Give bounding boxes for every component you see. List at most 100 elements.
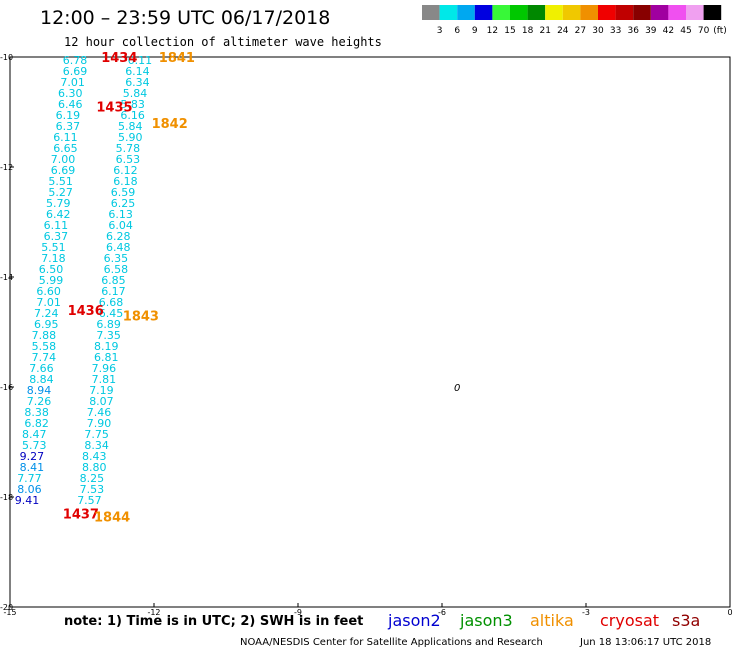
scale-swatch xyxy=(492,5,510,20)
lat-tick-label: -14 xyxy=(0,273,13,282)
swh-value: 7.96 xyxy=(92,362,117,375)
swh-value: 5.51 xyxy=(48,175,73,188)
swh-value: 5.84 xyxy=(123,87,148,100)
lat-tick-label: -16 xyxy=(0,383,13,392)
scale-label: 24 xyxy=(557,26,569,36)
swh-value: 8.94 xyxy=(27,384,52,397)
swh-value: 7.90 xyxy=(87,417,112,430)
scale-label: 30 xyxy=(592,26,604,36)
lat-tick-label: -10 xyxy=(0,53,13,62)
scale-label: 42 xyxy=(663,26,674,36)
swh-value: 5.83 xyxy=(120,98,144,111)
scale-label: 21 xyxy=(539,26,550,36)
swh-value: 6.50 xyxy=(39,263,64,276)
legend-jason3: jason3 xyxy=(459,611,513,630)
swh-value: 6.89 xyxy=(96,318,121,331)
lon-tick-label: -12 xyxy=(147,608,160,617)
scale-label: 3 xyxy=(437,26,443,36)
swh-value: 6.82 xyxy=(24,417,49,430)
lon-tick-label: 0 xyxy=(727,608,732,617)
lon-tick-label: -15 xyxy=(3,608,16,617)
swh-value: 7.35 xyxy=(96,329,121,342)
scale-label: 6 xyxy=(454,26,460,36)
swh-value: 6.16 xyxy=(120,109,144,122)
scale-swatch xyxy=(615,5,634,20)
swh-points: 6.786.697.016.306.466.196.376.116.657.00… xyxy=(15,54,152,507)
scale-swatch xyxy=(510,5,528,20)
swh-value: 6.37 xyxy=(44,230,69,243)
swh-value: 5.73 xyxy=(22,439,47,452)
swh-value: 6.17 xyxy=(101,285,126,298)
swh-value: 6.13 xyxy=(108,208,132,221)
swh-value: 5.84 xyxy=(118,120,143,133)
pass-time-label: 1844 xyxy=(94,510,130,525)
swh-value: 6.53 xyxy=(116,153,141,166)
legend-altika: altika xyxy=(530,611,574,630)
scale-swatch xyxy=(527,5,546,20)
swh-value: 8.34 xyxy=(84,439,109,452)
swh-value: 6.69 xyxy=(63,65,88,78)
scale-swatch xyxy=(580,5,598,20)
scale-label: 39 xyxy=(645,26,657,36)
swh-value: 6.46 xyxy=(58,98,83,111)
swh-value: 5.90 xyxy=(118,131,143,144)
swh-value: 8.43 xyxy=(82,450,107,463)
swh-value: 7.46 xyxy=(87,406,112,419)
swh-value: 5.27 xyxy=(48,186,73,199)
scale-label: 9 xyxy=(472,26,478,36)
lon-tick-label: -6 xyxy=(438,608,446,617)
lat-tick-label: -18 xyxy=(0,493,13,502)
scale-label: 12 xyxy=(487,26,498,36)
swh-value: 8.41 xyxy=(20,461,44,474)
scale-swatch xyxy=(633,5,651,20)
lat-tick-label: -12 xyxy=(0,163,13,172)
scale-swatch xyxy=(686,5,704,20)
swh-value: 6.28 xyxy=(106,230,131,243)
swh-value: 8.80 xyxy=(82,461,107,474)
scale-unit: (ft) xyxy=(713,26,727,36)
swh-value: 5.78 xyxy=(116,142,141,155)
pass-time-label: 1436 xyxy=(68,304,104,319)
scale-label: 18 xyxy=(522,26,534,36)
pass-time-label: 1843 xyxy=(123,310,159,325)
lon-tick-label: -3 xyxy=(582,608,590,617)
swh-value: 7.00 xyxy=(51,153,76,166)
axis-ticks: -15 -12 -9 -6 -3 0 -10 -12 -14 -16 -18 -20 xyxy=(0,53,733,617)
swh-value: 7.75 xyxy=(84,428,109,441)
pass-time-label: 1841 xyxy=(159,51,195,66)
swh-value: 6.85 xyxy=(101,274,126,287)
swh-value: 8.19 xyxy=(94,340,119,353)
swh-value: 6.95 xyxy=(34,318,59,331)
island-marker: 0 xyxy=(454,383,460,394)
pass-time-labels: 1434 1435 1436 1437 1841 1842 1843 1844 xyxy=(63,51,195,525)
scale-label: 36 xyxy=(627,26,639,36)
pass-time-label: 1437 xyxy=(63,508,99,523)
scale-swatch xyxy=(439,5,458,20)
scale-swatch xyxy=(668,5,686,20)
scale-label: 15 xyxy=(504,26,515,36)
swh-value: 7.01 xyxy=(36,296,61,309)
swh-value: 9.27 xyxy=(20,450,44,463)
swh-value: 9.41 xyxy=(15,494,40,507)
swh-value: 6.45 xyxy=(99,307,124,320)
scale-swatch xyxy=(474,5,493,20)
swh-value: 7.74 xyxy=(32,351,56,364)
swh-value: 5.51 xyxy=(41,241,65,254)
swh-value: 8.84 xyxy=(29,373,54,386)
swh-value: 7.18 xyxy=(41,252,65,265)
swh-value: 6.48 xyxy=(106,241,131,254)
scale-swatch xyxy=(545,5,563,20)
legend-cryosat: cryosat xyxy=(600,611,659,630)
pass-time-label: 1435 xyxy=(96,101,132,116)
swh-value: 6.30 xyxy=(58,87,83,100)
scale-swatch xyxy=(457,5,475,20)
scale-label: 33 xyxy=(610,26,621,36)
lon-tick-label: -9 xyxy=(294,608,302,617)
pass-time-label: 1434 xyxy=(101,51,137,66)
swh-value: 6.68 xyxy=(99,296,124,309)
satellite-legend: jason2 jason3 altika cryosat s3a xyxy=(387,611,700,630)
swh-value: 5.79 xyxy=(46,197,71,210)
lat-tick-label: -20 xyxy=(0,603,13,612)
swh-value: 6.11 xyxy=(128,54,153,67)
